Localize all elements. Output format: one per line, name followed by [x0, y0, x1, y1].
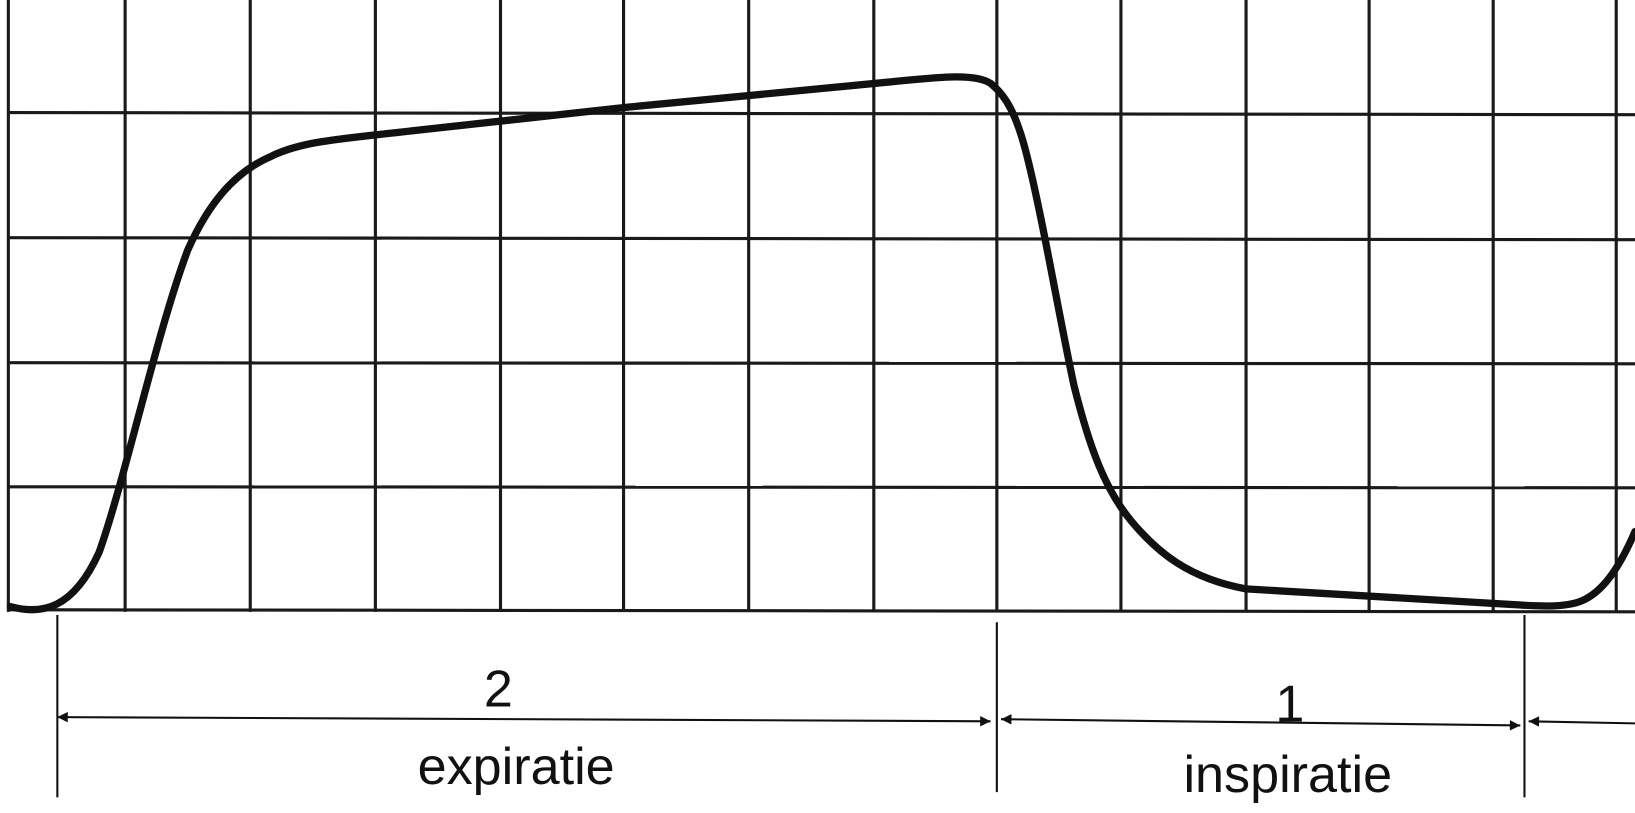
waveform — [6, 73, 1635, 614]
phase-label: expiratie — [418, 738, 615, 796]
phase-duration: 1 — [1275, 675, 1304, 733]
grid — [6, 0, 1635, 614]
phase-label: inspiratie — [1183, 746, 1392, 804]
annotations — [56, 614, 1635, 798]
phase-duration: 2 — [484, 661, 513, 719]
